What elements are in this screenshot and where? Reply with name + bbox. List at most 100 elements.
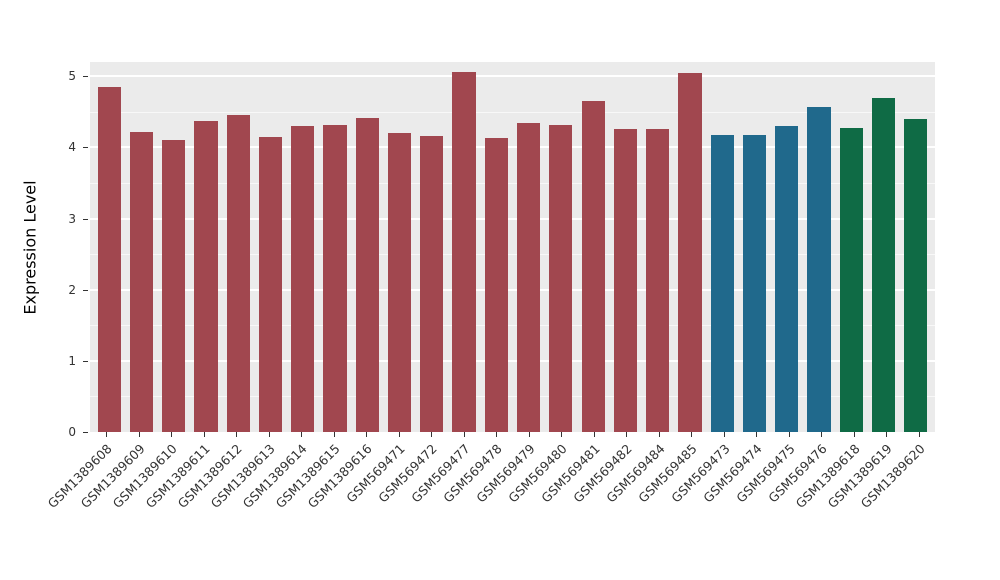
x-tick — [853, 432, 855, 437]
y-tick — [83, 76, 88, 78]
x-tick — [333, 432, 335, 437]
bar-GSM569484 — [646, 128, 670, 432]
y-tick — [83, 147, 88, 149]
x-tick — [268, 432, 270, 437]
bar-slot — [287, 62, 319, 432]
bar-slot — [674, 62, 706, 432]
gridline-minor — [90, 182, 935, 184]
bar-GSM1389608 — [97, 86, 121, 432]
x-tick — [626, 432, 628, 437]
bar-GSM569473 — [710, 134, 734, 432]
bar-slot — [867, 62, 899, 432]
y-tick-label: 2 — [68, 282, 76, 297]
bar-slot — [416, 62, 448, 432]
bar-slot — [383, 62, 415, 432]
x-axis: GSM1389608 GSM1389609 GSM1389610 GSM1389611… — [45, 432, 935, 580]
x-tick — [658, 432, 660, 437]
bar-GSM569485 — [678, 73, 702, 432]
bar-GSM569476 — [807, 106, 831, 432]
x-tick — [756, 432, 758, 437]
bar-GSM1389618 — [839, 128, 863, 432]
bar-GSM569475 — [775, 126, 799, 432]
x-tick — [366, 432, 368, 437]
bar-slot — [512, 62, 544, 432]
bar-GSM1389610 — [162, 140, 186, 432]
bar-slot — [448, 62, 480, 432]
gridline-minor — [90, 396, 935, 398]
bar-slot — [125, 62, 157, 432]
bar-slot — [351, 62, 383, 432]
y-axis: 0 1 2 3 4 5 — [0, 62, 90, 439]
y-tick — [83, 432, 88, 433]
y-tick — [83, 218, 88, 220]
bar-slot — [254, 62, 286, 432]
gridline-minor — [90, 254, 935, 256]
bar-GSM569477 — [452, 71, 476, 432]
bar-slot — [835, 62, 867, 432]
x-tick — [723, 432, 725, 437]
bar-GSM1389613 — [258, 137, 283, 432]
x-tick — [301, 432, 303, 437]
x-tick — [496, 432, 498, 437]
bar-GSM1389612 — [226, 114, 250, 432]
bar-GSM1389609 — [129, 131, 153, 432]
gridline-major — [90, 217, 935, 220]
gridline-major — [90, 75, 935, 78]
bar-GSM1389619 — [871, 98, 896, 432]
y-tick — [83, 289, 88, 291]
y-tick-label: 5 — [68, 69, 76, 84]
gridline-major — [90, 146, 935, 149]
bar-GSM569478 — [484, 138, 508, 432]
x-tick — [886, 432, 888, 437]
x-tick — [821, 432, 823, 437]
x-tick — [918, 432, 920, 437]
bar-slot — [93, 62, 125, 432]
bar-slot — [222, 62, 254, 432]
bar-slot — [480, 62, 512, 432]
bar-GSM1389615 — [323, 124, 347, 432]
bar-slot — [771, 62, 803, 432]
x-tick — [463, 432, 465, 437]
bar-slot — [803, 62, 835, 432]
plot-panel — [90, 62, 935, 432]
x-tick — [106, 432, 108, 437]
bar-GSM1389611 — [194, 121, 218, 432]
y-tick — [83, 360, 88, 362]
bar-GSM569482 — [613, 128, 637, 432]
bars — [90, 62, 935, 432]
bar-GSM569479 — [516, 123, 541, 432]
x-tick — [398, 432, 400, 437]
bar-slot — [900, 62, 932, 432]
y-tick-label: 4 — [68, 140, 76, 155]
bar-GSM1389616 — [355, 117, 379, 432]
x-tick — [593, 432, 595, 437]
bar-GSM569472 — [420, 136, 444, 432]
x-tick — [431, 432, 433, 437]
bar-GSM569481 — [581, 101, 605, 432]
bar-slot — [158, 62, 190, 432]
gridline-minor — [90, 111, 935, 113]
x-tick — [171, 432, 173, 437]
bar-GSM569471 — [387, 133, 412, 432]
y-tick-label: 3 — [68, 211, 76, 226]
bar-slot — [319, 62, 351, 432]
x-tick — [561, 432, 563, 437]
x-tick — [691, 432, 693, 437]
bar-GSM1389620 — [904, 118, 928, 432]
gridline-major — [90, 359, 935, 362]
gridline-minor — [90, 325, 935, 327]
x-tick — [528, 432, 530, 437]
bar-slot — [190, 62, 222, 432]
bar-slot — [738, 62, 770, 432]
bar-GSM569474 — [742, 135, 767, 432]
bar-slot — [577, 62, 609, 432]
bar-GSM1389614 — [291, 126, 315, 432]
x-tick — [788, 432, 790, 437]
y-tick-label: 0 — [68, 425, 76, 439]
x-tick — [138, 432, 140, 437]
bar-slot — [609, 62, 641, 432]
bar-slot — [545, 62, 577, 432]
bar-slot — [706, 62, 738, 432]
gridline-major — [90, 288, 935, 291]
